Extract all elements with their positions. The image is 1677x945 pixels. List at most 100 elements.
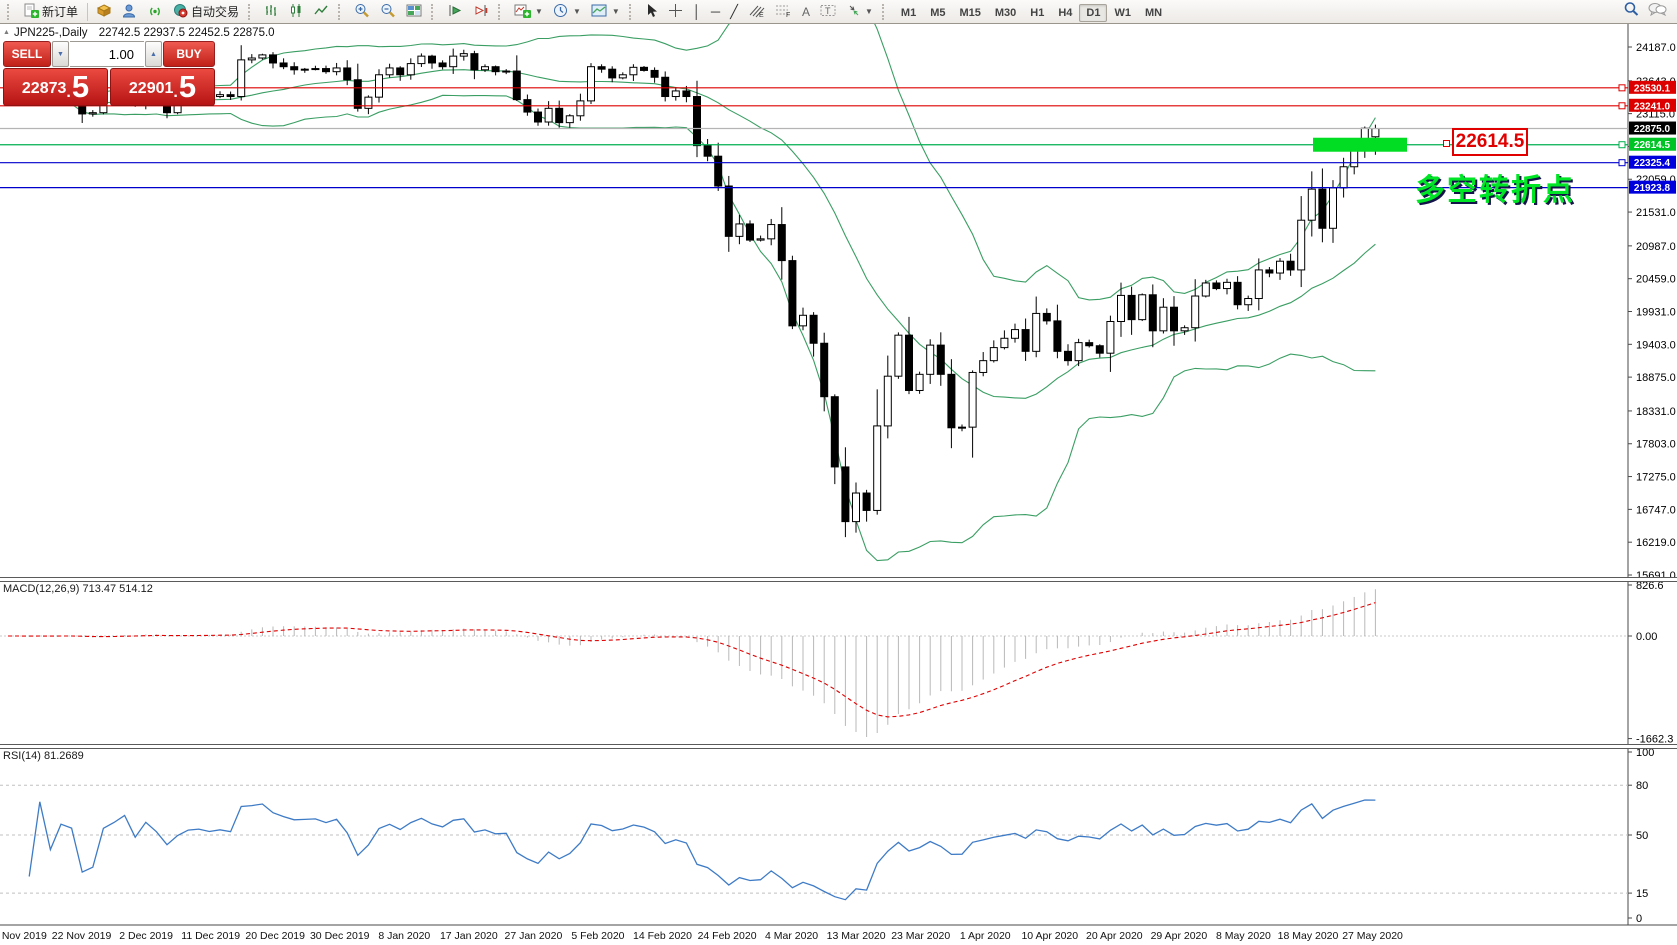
candlestick	[1117, 294, 1125, 323]
profile-button[interactable]	[118, 2, 141, 22]
signals-button[interactable]	[143, 2, 167, 22]
rsi-panel-separator[interactable]	[0, 744, 1677, 749]
candlestick	[1223, 281, 1231, 290]
one-click-trade-panel: SELL ▼ ▲ BUY 22873.5 22901.5	[3, 41, 215, 106]
search-icon[interactable]	[1623, 1, 1640, 22]
candle-chart-button[interactable]	[285, 2, 308, 22]
candlestick	[375, 74, 383, 98]
svg-text:22325.4: 22325.4	[1634, 158, 1671, 169]
auto-scroll-button[interactable]	[443, 2, 467, 22]
candlestick	[618, 74, 627, 79]
date-label: 20 Apr 2020	[1086, 930, 1143, 942]
candlestick	[1254, 269, 1263, 300]
vertical-line-button[interactable]: │	[689, 2, 705, 22]
volume-decrease-button[interactable]: ▼	[52, 41, 69, 67]
chart-shift-button[interactable]	[469, 2, 493, 22]
tf-button-M1[interactable]: M1	[900, 6, 917, 19]
svg-text:22875.0: 22875.0	[1634, 124, 1671, 135]
tf-button-M30[interactable]: M30	[994, 6, 1017, 19]
price-callout-box[interactable]: 22614.5	[1452, 128, 1528, 156]
periods-button[interactable]: ▼	[549, 2, 585, 22]
date-label: 8 May 2020	[1216, 930, 1271, 942]
candlestick	[894, 334, 903, 377]
new-order-button[interactable]: 新订单	[19, 2, 82, 22]
turning-point-annotation[interactable]: 多空转折点	[1415, 174, 1575, 207]
cursor-button[interactable]	[641, 2, 662, 22]
tf-button-MN[interactable]: MN	[1144, 6, 1163, 19]
volume-increase-button[interactable]: ▲	[145, 41, 162, 67]
candlestick	[1042, 312, 1051, 322]
fibonacci-icon: F	[775, 3, 792, 21]
candlestick	[300, 68, 309, 71]
sell-price-button[interactable]: 22873. 5	[3, 68, 108, 106]
date-label: 13 Nov 2019	[0, 930, 47, 942]
candlestick	[1127, 294, 1136, 321]
price-callout-anchor[interactable]	[1443, 140, 1450, 147]
templates-button[interactable]: ▼	[587, 2, 624, 22]
candlestick	[1095, 345, 1104, 354]
crosshair-button[interactable]	[664, 2, 687, 22]
candlestick	[258, 54, 267, 59]
templates-icon	[591, 3, 608, 21]
svg-text:23530.1: 23530.1	[1634, 83, 1671, 94]
candlestick	[693, 96, 701, 147]
candlestick	[597, 66, 606, 70]
text-label-button[interactable]: T	[816, 2, 841, 22]
sell-button[interactable]: SELL	[3, 41, 51, 67]
new-order-label: 新订单	[42, 5, 79, 19]
svg-text:16219.0: 16219.0	[1636, 537, 1676, 549]
main-toolbar: 新订单 自动交易 ▼ ▼ ▼ │ ─ ╱ E F A T ▼	[0, 0, 1677, 24]
tf-button-M5[interactable]: M5	[930, 6, 946, 19]
signals-icon	[147, 3, 163, 21]
tf-button-W1[interactable]: W1	[1114, 6, 1131, 19]
candlestick	[671, 90, 680, 98]
candlestick	[703, 145, 712, 157]
candlestick	[1148, 294, 1157, 332]
horizontal-line-button[interactable]: ─	[707, 2, 724, 22]
tile-windows-icon	[406, 3, 422, 21]
candlestick	[534, 111, 542, 123]
indicators-add-button[interactable]: ▼	[510, 2, 547, 22]
buy-price-pips: 5	[178, 69, 197, 104]
buy-button[interactable]: BUY	[163, 41, 215, 67]
svg-text:19403.0: 19403.0	[1636, 339, 1676, 351]
text-label-icon: T	[820, 3, 837, 21]
tf-button-D1[interactable]: D1	[1079, 3, 1108, 22]
autotrade-button[interactable]: 自动交易	[169, 2, 243, 22]
candlestick	[767, 224, 776, 240]
market-cube-button[interactable]	[93, 2, 116, 22]
one-click-collapse-icon[interactable]: ▲	[3, 29, 10, 36]
arrows-button[interactable]: ▼	[843, 2, 877, 22]
candlestick	[449, 55, 458, 68]
highlight-box[interactable]	[1313, 137, 1407, 152]
date-label: 17 Jan 2020	[440, 930, 498, 942]
tf-button-H4[interactable]: H4	[1058, 6, 1073, 19]
zoom-in-button[interactable]	[350, 2, 374, 22]
new-order-icon	[23, 3, 39, 21]
arrows-icon	[847, 3, 861, 21]
tf-button-M15[interactable]: M15	[959, 6, 981, 19]
candlestick	[512, 70, 521, 101]
zoom-out-icon	[380, 3, 396, 21]
tile-windows-button[interactable]	[402, 2, 426, 22]
zoom-out-button[interactable]	[376, 2, 400, 22]
candlestick	[1371, 128, 1380, 138]
fibonacci-button[interactable]: F	[771, 2, 796, 22]
text-button[interactable]: A	[798, 2, 814, 22]
bar-chart-button[interactable]	[260, 2, 283, 22]
text-icon: A	[801, 4, 810, 19]
channel-button[interactable]: E	[744, 2, 769, 22]
candlestick	[852, 492, 860, 523]
macd-panel-separator[interactable]	[0, 577, 1677, 582]
candlestick	[650, 69, 659, 78]
line-chart-button[interactable]	[310, 2, 333, 22]
chat-icon[interactable]	[1648, 1, 1667, 22]
svg-text:18331.0: 18331.0	[1636, 406, 1676, 418]
candlestick	[237, 59, 246, 98]
trendline-button[interactable]: ╱	[726, 2, 742, 22]
sell-price-pips: 5	[71, 69, 90, 104]
tf-button-H1[interactable]: H1	[1030, 6, 1045, 19]
buy-price-button[interactable]: 22901. 5	[110, 68, 215, 106]
level-lines[interactable]	[0, 84, 1628, 189]
volume-input[interactable]	[70, 41, 144, 67]
